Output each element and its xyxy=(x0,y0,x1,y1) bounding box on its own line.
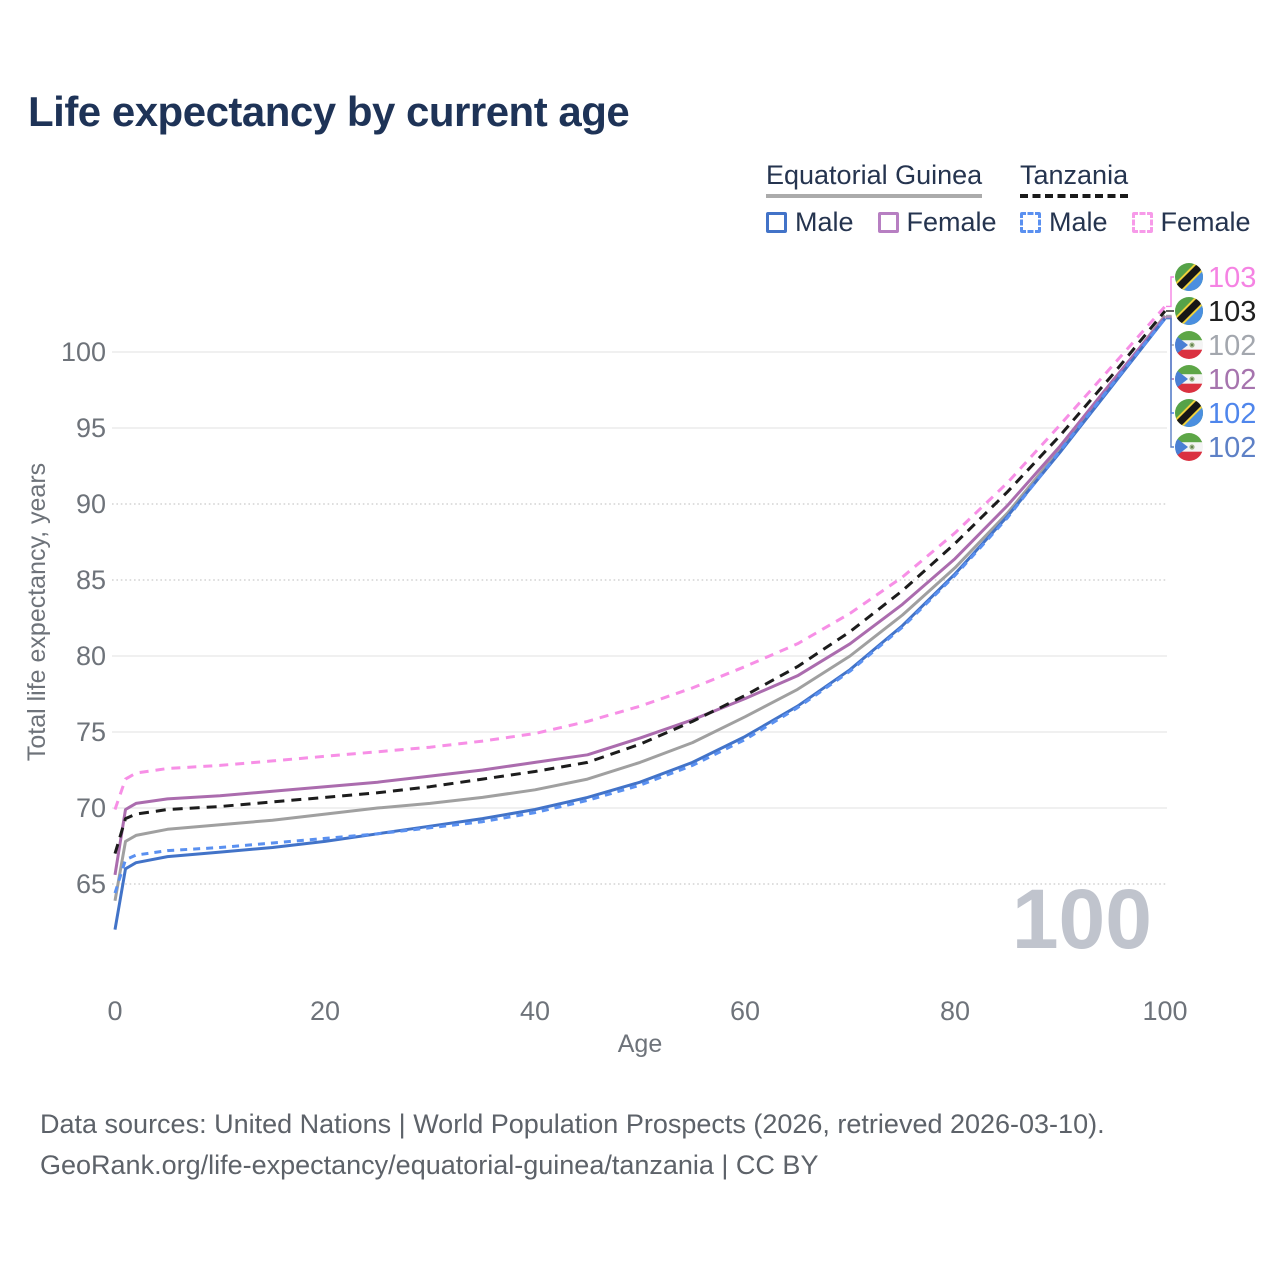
series-line-eg-female[interactable] xyxy=(113,316,1167,876)
series-line-eg-male[interactable] xyxy=(113,317,1167,930)
x-tick-label-0: 0 xyxy=(107,996,122,1026)
y-tick-label-85: 85 xyxy=(76,565,106,595)
end-value-label-tz-female[interactable]: 103 xyxy=(1208,262,1256,294)
y-tick-label-75: 75 xyxy=(76,717,106,747)
x-tick-label-100: 100 xyxy=(1142,996,1187,1026)
end-value-label-eg-female[interactable]: 102 xyxy=(1208,364,1256,396)
end-value-label-tz-male[interactable]: 102 xyxy=(1208,398,1256,430)
x-tick-label-80: 80 xyxy=(940,996,970,1026)
x-tick-label-20: 20 xyxy=(310,996,340,1026)
flag-tz-icon xyxy=(1175,399,1203,427)
x-tick-label-40: 40 xyxy=(520,996,550,1026)
leader-line-eg-female xyxy=(1166,316,1174,380)
y-tick-label-65: 65 xyxy=(76,869,106,899)
leader-line-eg-male xyxy=(1166,317,1174,448)
flag-eg-icon xyxy=(1175,365,1203,393)
legend-item-eg-female[interactable]: Female xyxy=(877,207,997,238)
x-tick-label-60: 60 xyxy=(730,996,760,1026)
end-value-label-eg-male[interactable]: 102 xyxy=(1208,432,1256,464)
legend-item-label: Male xyxy=(1049,207,1108,237)
legend-item-label: Female xyxy=(1160,207,1251,237)
flag-tz-icon xyxy=(1175,263,1203,291)
legend-group-equatorial-guinea: Equatorial Guinea Male Female xyxy=(766,160,997,238)
y-tick-label-95: 95 xyxy=(76,413,106,443)
footer-attribution-line: GeoRank.org/life-expectancy/equatorial-g… xyxy=(40,1149,819,1180)
flag-eg-icon xyxy=(1175,331,1203,359)
page-title: Life expectancy by current age xyxy=(28,88,630,135)
legend-item-label: Female xyxy=(906,207,997,237)
legend-item-eg-male[interactable]: Male xyxy=(766,207,854,238)
y-tick-label-100: 100 xyxy=(61,337,106,367)
y-axis-title: Total life expectancy, years xyxy=(23,463,51,761)
series-line-tz-female[interactable] xyxy=(113,305,1167,810)
legend-group-tanzania: Tanzania Male Female xyxy=(1020,160,1251,238)
series-line-tz-male[interactable] xyxy=(113,317,1167,894)
leader-line-tz-female xyxy=(1166,276,1174,308)
flag-eg-icon xyxy=(1175,433,1203,461)
end-value-label-tz-total[interactable]: 103 xyxy=(1208,296,1256,328)
leader-line-eg-total xyxy=(1166,314,1174,346)
eg-male-swatch-icon xyxy=(766,212,787,233)
legend-item-label: Male xyxy=(795,207,854,237)
flag-tz-icon xyxy=(1175,297,1203,325)
tz-male-swatch-icon xyxy=(1020,212,1041,233)
y-tick-label-80: 80 xyxy=(76,641,106,671)
hover-age-watermark: 100 xyxy=(1012,872,1152,966)
tz-female-swatch-icon xyxy=(1131,212,1153,233)
legend-item-tz-female[interactable]: Female xyxy=(1131,207,1251,238)
y-tick-label-90: 90 xyxy=(76,489,106,519)
footer-sources-line: Data sources: United Nations | World Pop… xyxy=(40,1109,1105,1139)
end-value-label-eg-total[interactable]: 102 xyxy=(1208,330,1256,362)
legend-country-label: Tanzania xyxy=(1020,160,1129,198)
x-axis-title: Age xyxy=(618,1030,662,1058)
data-sources-footer: Data sources: United Nations | World Pop… xyxy=(40,1104,1105,1185)
series-line-tz-total[interactable] xyxy=(113,310,1167,855)
legend-country-label: Equatorial Guinea xyxy=(766,160,983,198)
series-line-eg-total[interactable] xyxy=(113,314,1167,901)
y-tick-label-70: 70 xyxy=(76,793,106,823)
leader-line-tz-male xyxy=(1166,317,1174,414)
legend-item-tz-male[interactable]: Male xyxy=(1020,207,1108,238)
eg-female-swatch-icon xyxy=(877,212,899,233)
